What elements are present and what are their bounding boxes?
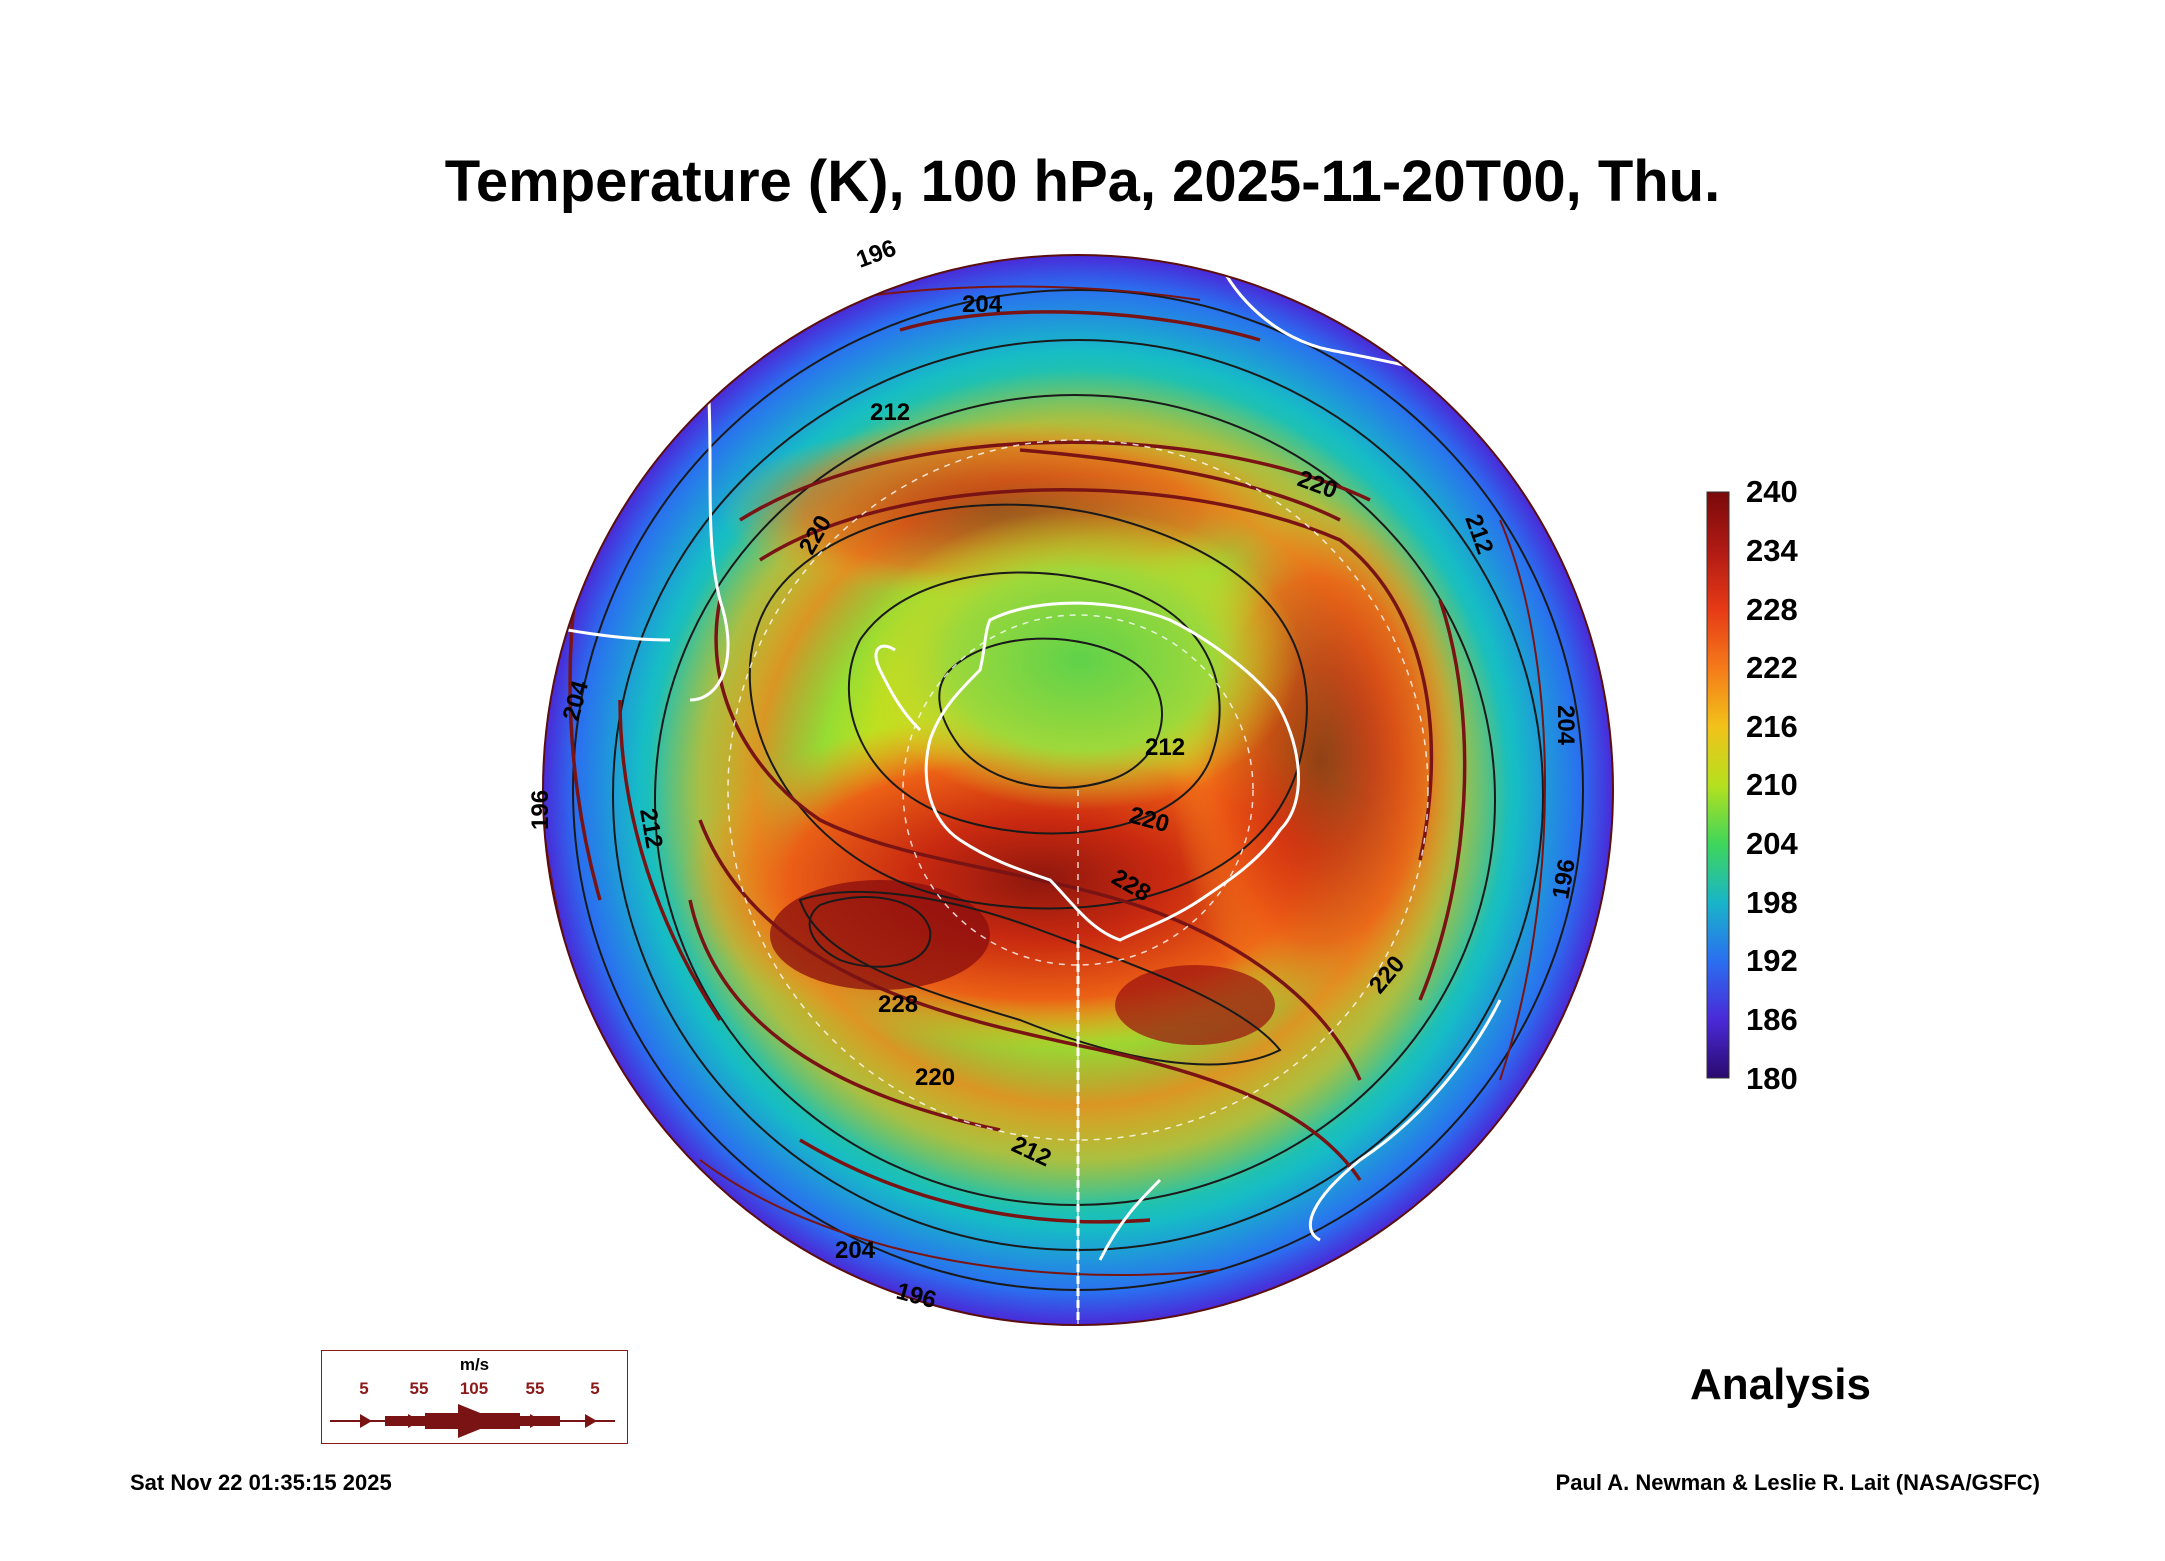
contour-label: 228 (878, 991, 918, 1018)
wind-streamlines (568, 310, 1467, 1224)
colorbar-tick: 240 (1746, 474, 1798, 509)
wind-legend-label: 5 (359, 1379, 369, 1398)
wind-legend-label: 55 (525, 1379, 545, 1398)
contour-label: 212 (1145, 734, 1185, 761)
colorbar-tick: 204 (1746, 826, 1798, 861)
wind-legend-unit: m/s (459, 1355, 490, 1374)
map-border (542, 254, 1614, 1326)
colorbar-tick: 228 (1746, 592, 1798, 627)
analysis-label: Analysis (1690, 1360, 1871, 1409)
contour-label: 220 (915, 1064, 955, 1091)
timestamp: Sat Nov 22 01:35:15 2025 (130, 1470, 392, 1495)
temperature-field (543, 255, 1613, 1325)
wind-legend-label: 105 (459, 1379, 489, 1398)
contour-label: 204 (962, 291, 1003, 318)
colorbar-tick: 186 (1746, 1002, 1798, 1037)
colorbar-tick: 192 (1746, 943, 1798, 978)
colorbar (1706, 491, 1730, 1079)
chart-title: Temperature (K), 100 hPa, 2025-11-20T00,… (444, 149, 1721, 214)
colorbar-tick: 222 (1746, 650, 1798, 685)
wind-speed-legend: m/s 5 55 105 55 5 (321, 1350, 628, 1444)
contour-label: 204 (1552, 705, 1579, 746)
colorbar-tick: 180 (1746, 1061, 1798, 1096)
colorbar-tick: 210 (1746, 767, 1798, 802)
wind-legend-label: 5 (590, 1379, 600, 1398)
contour-label: 204 (835, 1237, 876, 1264)
wind-legend-arrow (330, 1404, 615, 1438)
colorbar-tick: 198 (1746, 885, 1798, 920)
contour-label: 196 (527, 790, 554, 830)
colorbar-tick: 216 (1746, 709, 1798, 744)
credit: Paul A. Newman & Leslie R. Lait (NASA/GS… (1555, 1470, 2040, 1495)
wind-legend-label: 55 (409, 1379, 429, 1398)
contour-label: 196 (853, 235, 900, 274)
contour-label: 212 (870, 399, 910, 426)
colorbar-tick: 234 (1746, 533, 1798, 568)
